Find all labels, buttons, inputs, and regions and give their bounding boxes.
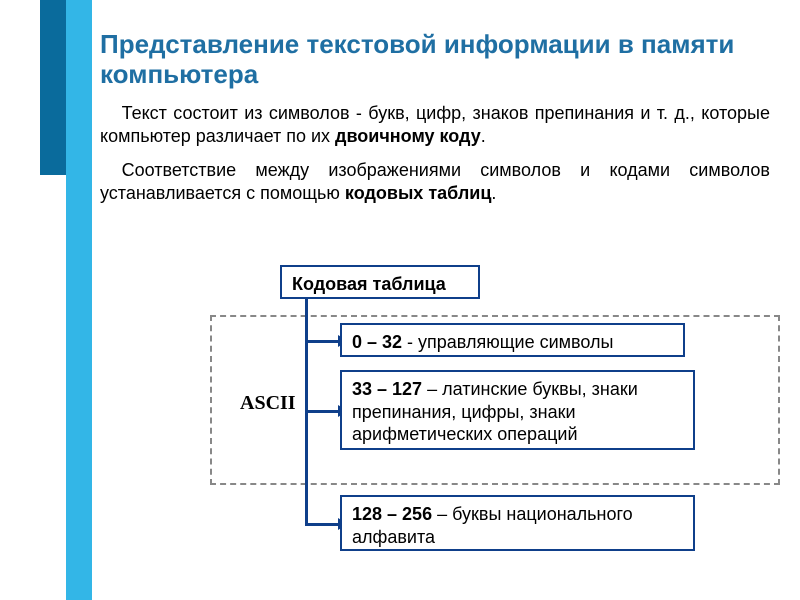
content-area: Представление текстовой информации в пам… xyxy=(100,30,770,215)
item-box-3: 128 – 256 – буквы национального алфавита xyxy=(340,495,695,551)
paragraph-1: Текст состоит из символов - букв, цифр, … xyxy=(100,102,770,149)
connector-h2 xyxy=(305,410,340,413)
item-box-2: 33 – 127 – латинские буквы, знаки препин… xyxy=(340,370,695,450)
paragraph-2: Соответствие между изображениями символо… xyxy=(100,159,770,206)
connector-h1 xyxy=(305,340,340,343)
sidebar-stripe-light xyxy=(66,0,92,600)
connector-h3 xyxy=(305,523,340,526)
item2-range: 33 – 127 xyxy=(352,379,422,399)
slide-title: Представление текстовой информации в пам… xyxy=(100,30,770,90)
para2-text-b: кодовых таблиц xyxy=(345,183,491,203)
item1-range: 0 – 32 xyxy=(352,332,402,352)
item3-range: 128 – 256 xyxy=(352,504,432,524)
item1-text: - управляющие символы xyxy=(402,332,613,352)
para1-text-c: . xyxy=(481,126,486,146)
para2-text-c: . xyxy=(491,183,496,203)
sidebar-stripe-dark xyxy=(40,0,66,175)
root-box: Кодовая таблица xyxy=(280,265,480,299)
ascii-label: ASCII xyxy=(240,392,296,415)
para1-text-b: двоичному коду xyxy=(335,126,481,146)
item-box-1: 0 – 32 - управляющие символы xyxy=(340,323,685,357)
diagram: ASCII Кодовая таблица 0 – 32 - управляющ… xyxy=(100,265,780,575)
